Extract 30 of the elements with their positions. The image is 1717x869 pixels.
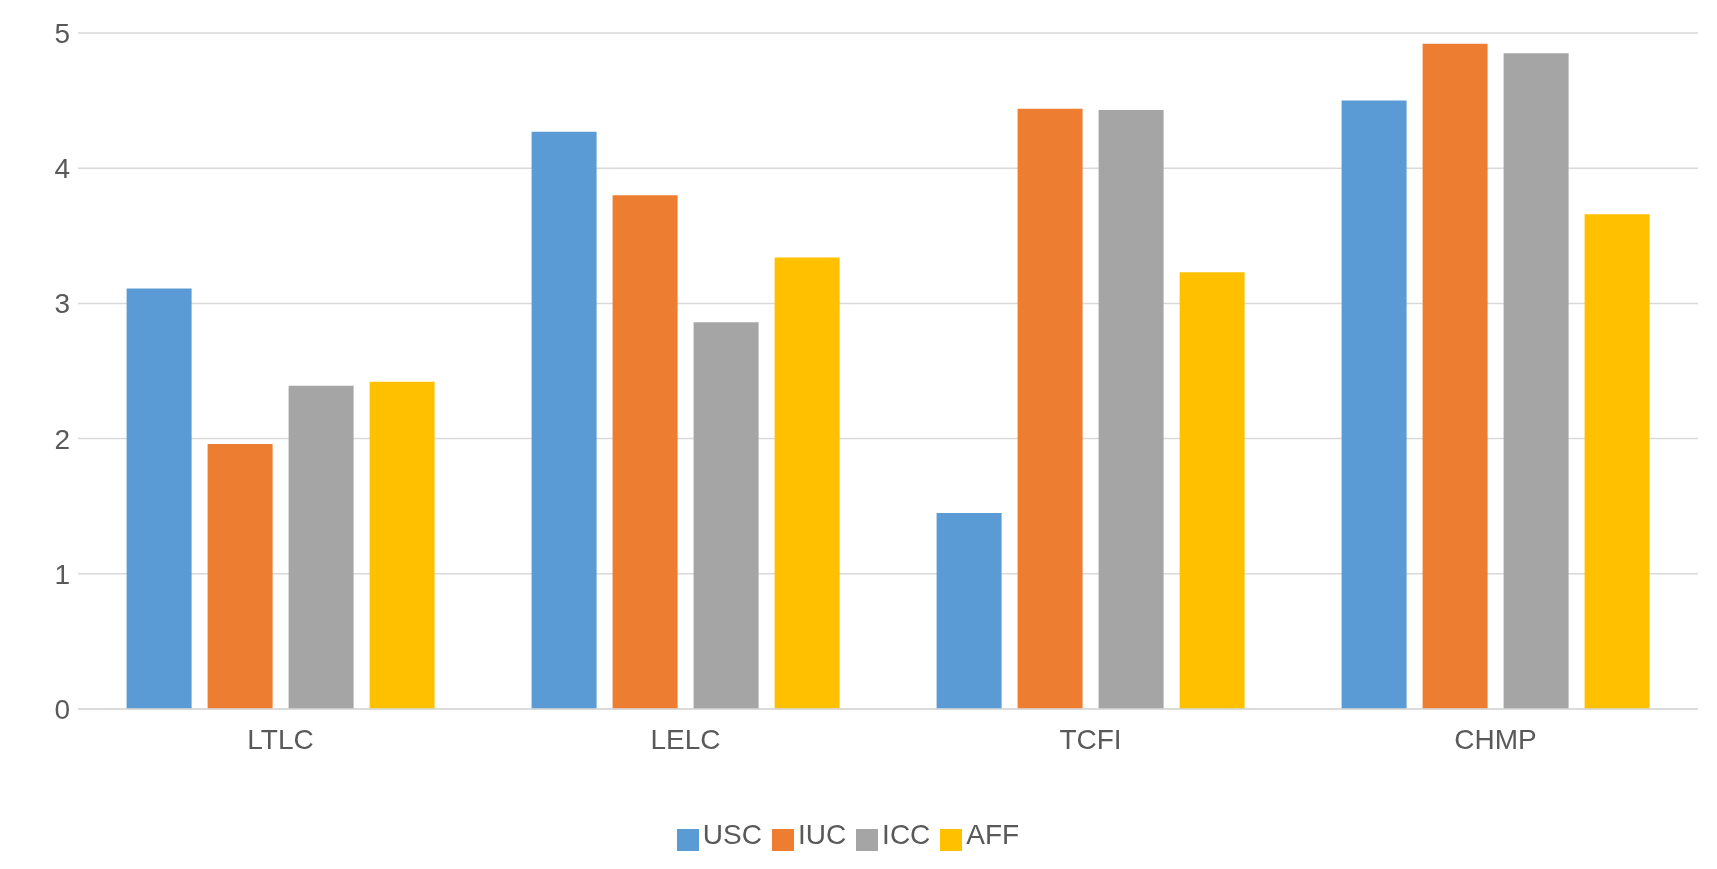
- bar: [1017, 108, 1083, 709]
- legend-label: USC: [702, 819, 762, 850]
- bar: [369, 381, 435, 709]
- bar: [612, 195, 678, 709]
- bar: [774, 257, 840, 709]
- x-tick-label: TCFI: [1059, 723, 1122, 755]
- bar: [936, 512, 1002, 709]
- bar: [207, 444, 273, 709]
- legend-label: ICC: [882, 819, 931, 850]
- x-tick-label: LELC: [650, 723, 721, 755]
- bar: [1584, 214, 1650, 709]
- legend-label: IUC: [797, 819, 847, 850]
- y-tick-label: 0: [54, 693, 70, 725]
- bar: [1341, 100, 1407, 709]
- bar: [1422, 43, 1488, 709]
- bar: [288, 385, 354, 709]
- legend-label: AFF: [966, 819, 1020, 850]
- y-tick-label: 1: [54, 558, 70, 590]
- y-tick-label: 4: [54, 153, 70, 185]
- y-tick-label: 3: [54, 288, 70, 320]
- bar: [531, 131, 597, 709]
- y-tick-label: 5: [54, 17, 70, 49]
- bar: [1503, 53, 1569, 709]
- x-tick-label: LTLC: [247, 723, 314, 755]
- bar: [1179, 272, 1245, 709]
- bar: [126, 288, 192, 709]
- y-tick-label: 2: [54, 423, 70, 455]
- x-tick-label: CHMP: [1454, 723, 1537, 755]
- bar: [1098, 110, 1164, 709]
- bar: [693, 322, 759, 709]
